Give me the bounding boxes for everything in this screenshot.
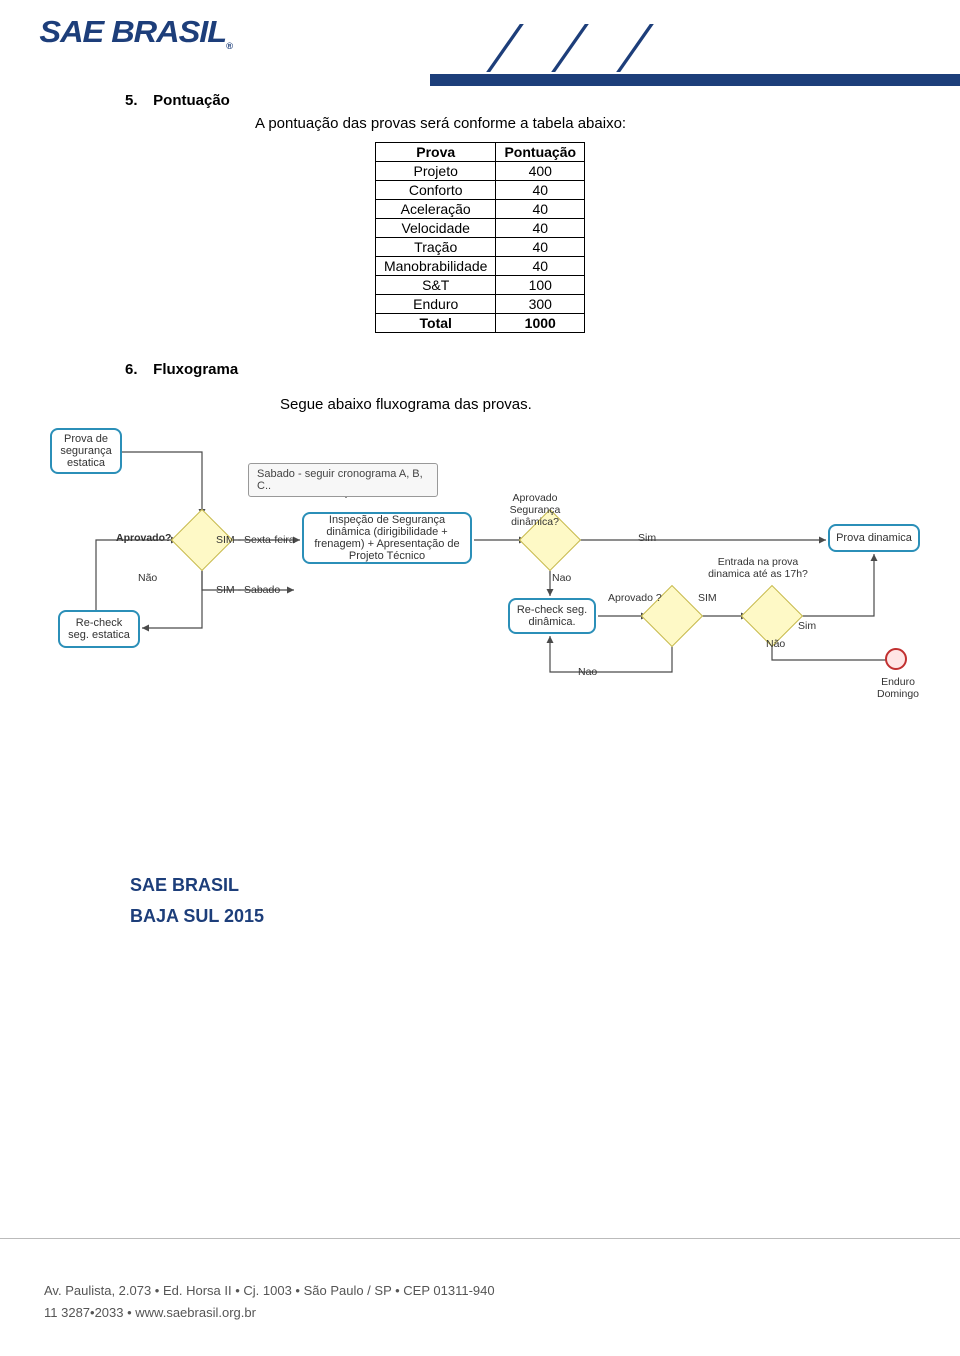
section5-intro: A pontuação das provas será conforme a t… <box>255 115 835 132</box>
callout-sabado-cronograma: Sabado - seguir cronograma A, B, C.. <box>248 463 438 497</box>
score-col-pontuacao: Pontuação <box>496 143 585 162</box>
flowchart: Prova de segurança estatica Sabado - seg… <box>30 420 940 720</box>
footer-title-line2: BAJA SUL 2015 <box>130 901 264 932</box>
table-row: Enduro300 <box>375 295 584 314</box>
table-row: Conforto40 <box>375 181 584 200</box>
node-recheck-dinamica: Re-check seg. dinâmica. <box>508 598 596 634</box>
table-row: Aceleração40 <box>375 200 584 219</box>
label-nao-3: Nao <box>578 666 597 678</box>
table-row: Velocidade40 <box>375 219 584 238</box>
label-sim-2: SIM <box>698 592 717 604</box>
section6-title: Fluxograma <box>153 361 238 378</box>
score-table-body: Projeto400 Conforto40 Aceleração40 Veloc… <box>375 162 584 333</box>
label-aprovado-1: Aprovado? <box>116 532 171 544</box>
section5-title: Pontuação <box>153 92 230 109</box>
node-prova-seguranca-estatica: Prova de segurança estatica <box>50 428 122 474</box>
table-row: Projeto400 <box>375 162 584 181</box>
node-inspecao-seguranca-dinamica: Inspeção de Segurança dinâmica (dirigibi… <box>302 512 472 564</box>
label-nao-1: Não <box>138 572 157 584</box>
logo-line2: BRASIL <box>111 14 226 49</box>
section6-intro: Segue abaixo fluxograma das provas. <box>280 396 835 413</box>
section5-number: 5. <box>125 92 149 109</box>
table-row: Manobrabilidade40 <box>375 257 584 276</box>
logo-line1: SAE <box>39 14 103 49</box>
footer-text: Av. Paulista, 2.073 • Ed. Horsa II • Cj.… <box>44 1280 495 1324</box>
sae-brasil-logo: SAE BRASIL® <box>39 18 232 50</box>
page-header: SAE BRASIL® <box>0 18 960 88</box>
label-sim-sexta: SIM - Sexta-feira <box>216 534 295 546</box>
section6-number: 6. <box>125 361 149 378</box>
label-nao-4: Não <box>766 638 785 650</box>
label-entrada-17h: Entrada na prova dinamica até as 17h? <box>698 556 818 580</box>
node-prova-dinamica: Prova dinamica <box>828 524 920 552</box>
table-total-row: Total1000 <box>375 314 584 333</box>
label-sim-sabado: SIM - Sabado <box>216 584 280 596</box>
node-recheck-estatica: Re-check seg. estatica <box>58 610 140 648</box>
header-bar <box>430 74 960 86</box>
label-nao-2: Nao <box>552 572 571 584</box>
label-aprovado-2: Aprovado ? <box>608 592 662 604</box>
section6-heading: 6. Fluxograma <box>125 361 835 378</box>
logo-registered: ® <box>226 41 232 51</box>
table-row: S&T100 <box>375 276 584 295</box>
footer-title-line1: SAE BRASIL <box>130 870 264 901</box>
footer-title-block: SAE BRASIL BAJA SUL 2015 <box>130 870 264 931</box>
page-content: 5. Pontuação A pontuação das provas será… <box>125 92 835 423</box>
label-aprovado-dinamica: Aprovado Segurança dinâmica? <box>490 492 580 528</box>
footer-contact: 11 3287•2033 • www.saebrasil.org.br <box>44 1302 495 1324</box>
label-sim-1: Sim <box>638 532 656 544</box>
footer-divider <box>0 1238 960 1239</box>
footer-address: Av. Paulista, 2.073 • Ed. Horsa II • Cj.… <box>44 1280 495 1302</box>
label-enduro-domingo: Enduro Domingo <box>868 676 928 700</box>
score-table: Prova Pontuação Projeto400 Conforto40 Ac… <box>375 142 585 333</box>
table-row: Tração40 <box>375 238 584 257</box>
label-sim-3: Sim <box>798 620 816 632</box>
section5-heading: 5. Pontuação <box>125 92 835 109</box>
score-col-prova: Prova <box>375 143 496 162</box>
terminator-enduro <box>885 648 907 670</box>
